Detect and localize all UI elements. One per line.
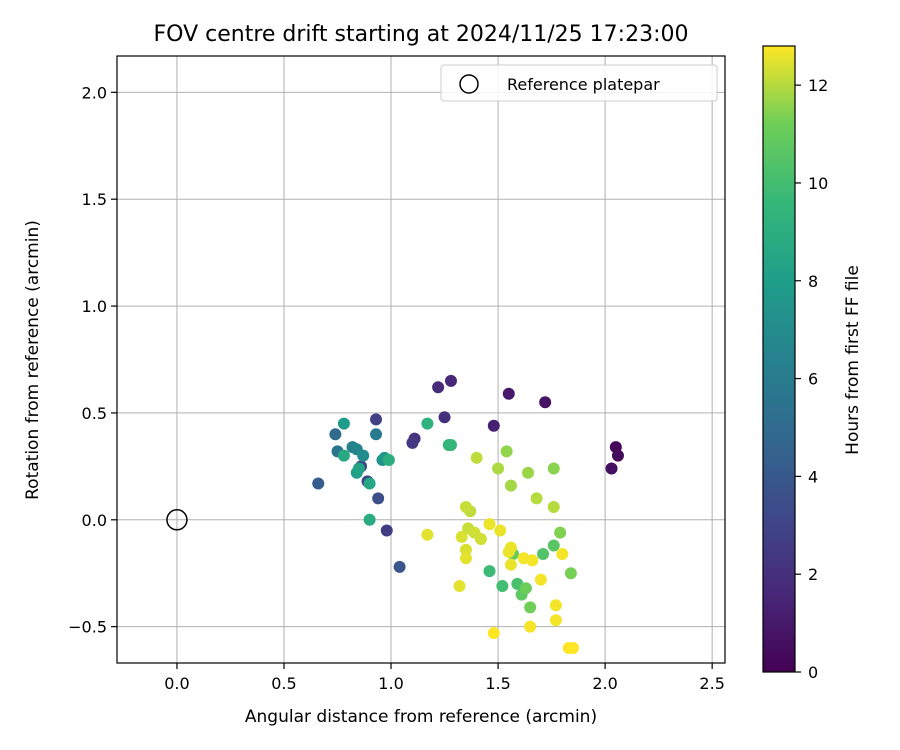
- x-axis-label: Angular distance from reference (arcmin): [245, 707, 597, 727]
- data-point: [534, 573, 547, 586]
- reference-marker: [166, 509, 188, 531]
- data-point: [370, 428, 383, 441]
- x-tick-label: 2.0: [592, 674, 617, 693]
- y-tick-label: 0.0: [82, 511, 107, 530]
- data-point: [547, 539, 560, 552]
- data-point: [421, 417, 434, 430]
- data-point: [432, 381, 445, 394]
- data-point: [363, 477, 376, 490]
- reference-marker-group: [166, 509, 188, 531]
- x-tick-label: 2.5: [699, 674, 724, 693]
- data-point: [611, 449, 624, 462]
- plot-frame: [116, 55, 726, 664]
- y-tick-label: 1.0: [82, 297, 107, 316]
- data-point: [459, 543, 472, 556]
- y-axis-ticks: −0.5 0.0 0.5 1.0 1.5 2.0: [68, 83, 117, 637]
- legend-box: [440, 64, 718, 102]
- data-point: [549, 599, 562, 612]
- data-point: [459, 552, 472, 565]
- data-point: [470, 451, 483, 464]
- data-point: [519, 582, 532, 595]
- y-tick-label: −0.5: [68, 618, 107, 637]
- data-point: [504, 479, 517, 492]
- data-point: [483, 565, 496, 578]
- data-point: [329, 428, 342, 441]
- data-point: [549, 614, 562, 627]
- x-tick-label: 1.0: [378, 674, 403, 693]
- colorbar: 0 2 4 6 8 10 12 Hours from first FF file: [762, 45, 863, 682]
- data-point: [337, 417, 350, 430]
- data-point: [487, 627, 500, 640]
- colorbar-tick-label: 12: [808, 76, 828, 95]
- data-point: [554, 526, 567, 539]
- colorbar-tick-label: 2: [808, 565, 818, 584]
- x-tick-label: 0.0: [164, 674, 189, 693]
- data-point: [494, 524, 507, 537]
- data-point: [524, 601, 537, 614]
- colorbar-gradient: [762, 45, 796, 673]
- data-point: [539, 396, 552, 409]
- x-axis-ticks: 0.0 0.5 1.0 1.5 2.0 2.5: [164, 663, 725, 693]
- data-point: [605, 462, 618, 475]
- colorbar-tick-label: 10: [808, 174, 828, 193]
- data-point: [504, 541, 517, 554]
- data-point: [537, 547, 550, 560]
- data-point: [487, 419, 500, 432]
- data-point: [502, 387, 515, 400]
- colorbar-label: Hours from first FF file: [843, 265, 863, 455]
- data-point: [547, 500, 560, 513]
- data-point: [421, 528, 434, 541]
- data-point: [564, 567, 577, 580]
- data-point: [453, 580, 466, 593]
- data-point: [337, 449, 350, 462]
- y-tick-label: 0.5: [82, 404, 107, 423]
- colorbar-tick-label: 6: [808, 370, 818, 389]
- data-point: [352, 462, 365, 475]
- data-point: [444, 438, 457, 451]
- data-point: [556, 547, 569, 560]
- legend-marker-icon: [459, 74, 479, 94]
- data-point: [357, 449, 370, 462]
- data-point: [496, 580, 509, 593]
- y-tick-label: 1.5: [82, 190, 107, 209]
- data-points: [312, 374, 624, 655]
- colorbar-ticks: 0 2 4 6 8 10 12: [795, 76, 828, 682]
- colorbar-tick-label: 8: [808, 272, 818, 291]
- data-point: [492, 462, 505, 475]
- chart-title: FOV centre drift starting at 2024/11/25 …: [154, 22, 689, 47]
- data-point: [444, 374, 457, 387]
- data-point: [382, 453, 395, 466]
- data-point: [312, 477, 325, 490]
- data-point: [370, 413, 383, 426]
- data-point: [567, 642, 579, 655]
- legend: Reference platepar: [440, 64, 718, 102]
- data-point: [468, 526, 481, 539]
- data-point: [547, 462, 560, 475]
- data-point: [500, 445, 513, 458]
- x-tick-label: 0.5: [271, 674, 296, 693]
- legend-entry-reference: Reference platepar: [507, 75, 660, 94]
- y-axis-label: Rotation from reference (arcmin): [23, 220, 43, 500]
- data-point: [363, 513, 376, 526]
- x-tick-label: 1.5: [485, 674, 510, 693]
- data-point: [526, 554, 539, 567]
- y-tick-label: 2.0: [82, 83, 107, 102]
- colorbar-tick-label: 0: [808, 663, 818, 682]
- data-point: [372, 492, 385, 505]
- data-point: [524, 620, 537, 633]
- data-point: [530, 492, 543, 505]
- data-point: [380, 524, 393, 537]
- data-point: [455, 530, 468, 543]
- data-point: [504, 558, 517, 571]
- data-point: [406, 436, 419, 449]
- colorbar-tick-label: 4: [808, 467, 818, 486]
- data-point: [438, 411, 451, 424]
- data-point: [522, 466, 535, 479]
- data-point: [483, 518, 496, 531]
- data-point: [393, 560, 406, 573]
- data-point: [459, 500, 472, 513]
- grid: [117, 56, 725, 663]
